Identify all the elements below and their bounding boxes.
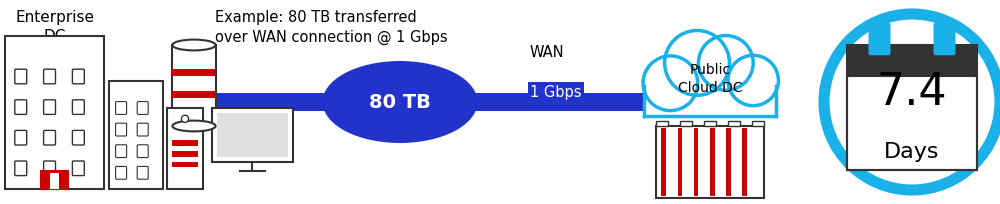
- FancyBboxPatch shape: [15, 100, 27, 115]
- Bar: [694, 128, 698, 196]
- Text: 7.4: 7.4: [877, 71, 947, 114]
- Circle shape: [824, 15, 1000, 190]
- FancyBboxPatch shape: [868, 24, 891, 56]
- Text: Days: Days: [884, 142, 940, 162]
- Circle shape: [665, 64, 719, 118]
- Circle shape: [181, 116, 189, 123]
- FancyBboxPatch shape: [5, 37, 104, 189]
- FancyBboxPatch shape: [72, 161, 84, 176]
- Text: Public
Cloud DC: Public Cloud DC: [678, 63, 742, 94]
- FancyBboxPatch shape: [137, 167, 148, 179]
- Bar: [704, 121, 716, 126]
- Circle shape: [665, 31, 729, 96]
- FancyBboxPatch shape: [72, 100, 84, 115]
- Circle shape: [643, 57, 698, 111]
- Bar: [726, 128, 731, 196]
- Bar: [710, 128, 714, 196]
- Bar: [680, 121, 692, 126]
- FancyBboxPatch shape: [44, 100, 55, 115]
- FancyBboxPatch shape: [44, 161, 55, 176]
- Bar: [656, 121, 668, 126]
- FancyBboxPatch shape: [116, 124, 127, 136]
- FancyBboxPatch shape: [180, 94, 660, 111]
- FancyBboxPatch shape: [656, 126, 764, 198]
- FancyBboxPatch shape: [15, 161, 27, 176]
- FancyBboxPatch shape: [44, 131, 55, 145]
- FancyBboxPatch shape: [644, 86, 776, 117]
- Bar: [728, 121, 740, 126]
- FancyBboxPatch shape: [847, 76, 977, 170]
- FancyBboxPatch shape: [116, 102, 127, 115]
- FancyBboxPatch shape: [217, 114, 288, 157]
- Text: 80 TB: 80 TB: [369, 93, 431, 112]
- Bar: [172, 92, 216, 98]
- FancyBboxPatch shape: [167, 109, 203, 189]
- FancyBboxPatch shape: [72, 70, 84, 84]
- FancyBboxPatch shape: [172, 46, 216, 126]
- Circle shape: [728, 56, 778, 106]
- Bar: [172, 162, 198, 167]
- Ellipse shape: [172, 40, 216, 51]
- FancyBboxPatch shape: [137, 102, 148, 115]
- FancyBboxPatch shape: [847, 45, 977, 76]
- Bar: [661, 128, 666, 196]
- FancyBboxPatch shape: [72, 131, 84, 145]
- FancyBboxPatch shape: [15, 70, 27, 84]
- FancyBboxPatch shape: [109, 82, 163, 189]
- Bar: [678, 128, 682, 196]
- Bar: [752, 121, 764, 126]
- Bar: [172, 141, 198, 146]
- Circle shape: [687, 62, 747, 122]
- FancyBboxPatch shape: [116, 145, 127, 158]
- Ellipse shape: [322, 62, 478, 143]
- FancyBboxPatch shape: [15, 131, 27, 145]
- Circle shape: [698, 36, 753, 91]
- FancyBboxPatch shape: [137, 124, 148, 136]
- Text: Enterprise
DC: Enterprise DC: [16, 10, 94, 43]
- FancyBboxPatch shape: [212, 109, 293, 162]
- FancyBboxPatch shape: [44, 70, 55, 84]
- Text: WAN: WAN: [530, 45, 565, 60]
- FancyBboxPatch shape: [50, 173, 59, 189]
- Bar: [742, 128, 747, 196]
- FancyBboxPatch shape: [41, 171, 68, 189]
- Text: 1 Gbps: 1 Gbps: [530, 85, 582, 100]
- Bar: [172, 70, 216, 76]
- FancyBboxPatch shape: [933, 24, 956, 56]
- Bar: [172, 151, 198, 157]
- Text: Example: 80 TB transferred
over WAN connection @ 1 Gbps: Example: 80 TB transferred over WAN conn…: [215, 10, 448, 45]
- FancyBboxPatch shape: [116, 167, 127, 179]
- FancyBboxPatch shape: [137, 145, 148, 158]
- Ellipse shape: [172, 121, 216, 132]
